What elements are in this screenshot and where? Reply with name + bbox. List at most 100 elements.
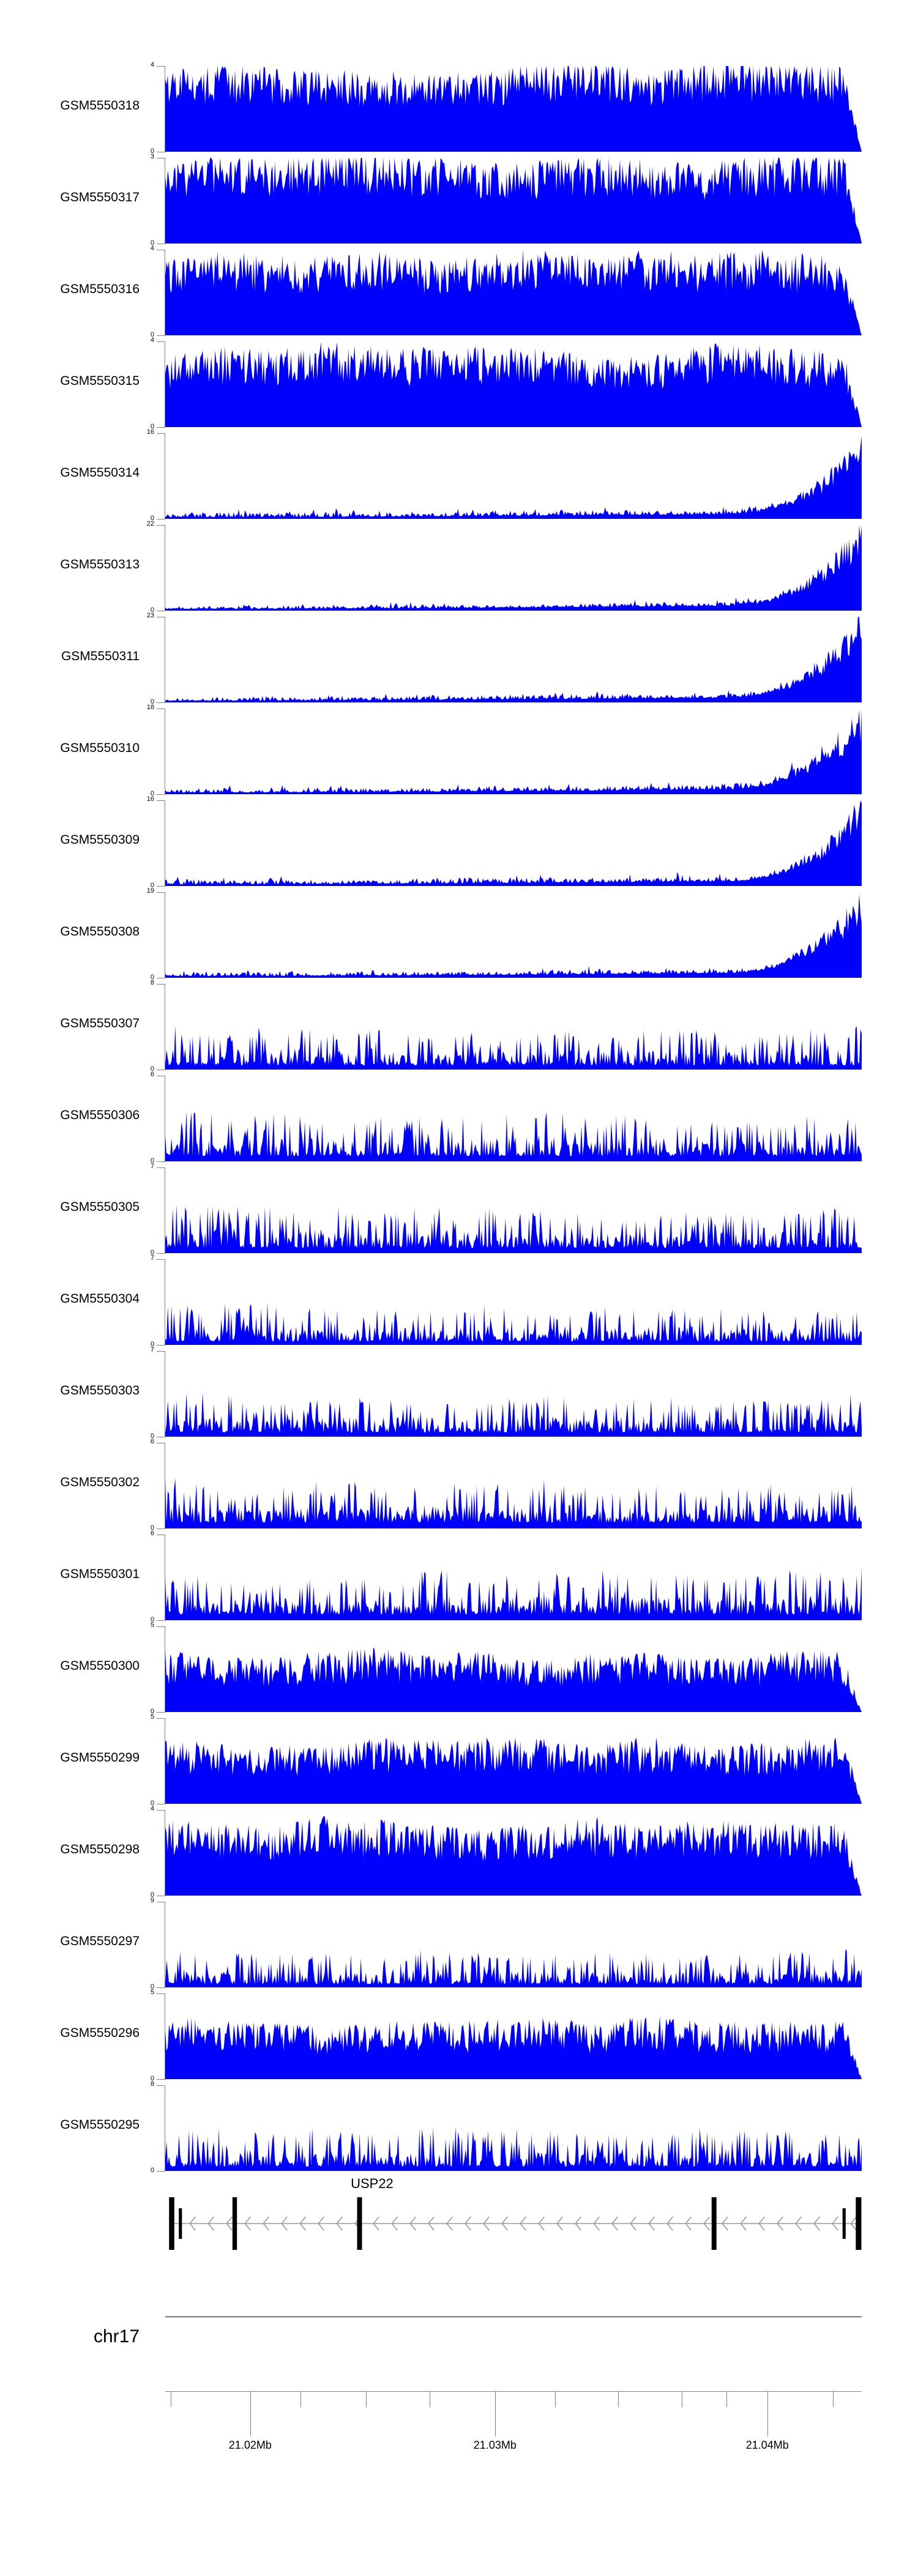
- y-axis-max-label: 7: [150, 1254, 154, 1262]
- coverage-area-svg: [165, 436, 862, 519]
- coverage-plot-area: [165, 525, 862, 611]
- coverage-track-gsm5550295: GSM5550295 8 0: [0, 2079, 918, 2174]
- coverage-plot-area: [165, 1351, 862, 1437]
- y-axis-min-label: 0: [150, 973, 154, 981]
- exon-block[interactable]: [842, 2208, 846, 2239]
- coverage-area: [165, 800, 862, 886]
- y-axis-tick-min: [157, 794, 165, 795]
- y-axis-tick-min: [157, 2079, 165, 2080]
- strand-arrow-icon: [520, 2216, 526, 2231]
- coverage-track-gsm5550311: GSM5550311 23 0: [0, 611, 918, 705]
- y-axis-tick-min: [157, 1987, 165, 1988]
- y-axis-min-label: 0: [150, 423, 154, 430]
- track-label: GSM5550309: [60, 833, 140, 847]
- strand-arrow-icon: [777, 2216, 783, 2231]
- y-axis-max-label: 23: [146, 612, 154, 619]
- y-axis: 16 0: [144, 427, 165, 522]
- exon-block[interactable]: [357, 2197, 362, 2250]
- strand-arrow-icon: [740, 2216, 747, 2231]
- axis-tick-label: 21.04Mb: [745, 2439, 789, 2451]
- coverage-plot-area: [165, 433, 862, 519]
- y-axis-tick-min: [157, 702, 165, 703]
- axis-major-tick: [250, 2391, 251, 2436]
- coverage-area: [165, 341, 862, 427]
- y-axis-min-label: 0: [150, 331, 154, 338]
- y-axis-min-label: 0: [150, 239, 154, 247]
- coverage-area-svg: [165, 341, 862, 427]
- coverage-plot-area: [165, 1076, 862, 1161]
- y-axis-tick-max: [157, 1993, 165, 1994]
- exon-block[interactable]: [711, 2197, 717, 2250]
- strand-arrow-icon: [226, 2216, 233, 2231]
- y-axis-max-label: 4: [150, 245, 154, 252]
- y-axis-max-label: 6: [150, 1530, 154, 1537]
- track-label: GSM5550307: [60, 1016, 140, 1030]
- exon-block[interactable]: [179, 2208, 182, 2239]
- y-axis-tick-max: [157, 1259, 165, 1260]
- y-axis-tick-max: [157, 525, 165, 526]
- coverage-track-gsm5550307: GSM5550307 8 0: [0, 978, 918, 1073]
- strand-arrow-icon: [556, 2216, 563, 2231]
- y-axis: 23 0: [144, 611, 165, 705]
- strand-arrow-icon: [593, 2216, 600, 2231]
- coverage-area: [165, 1737, 862, 1804]
- y-axis-max-label: 4: [150, 1805, 154, 1812]
- axis-minor-tick: [832, 2391, 834, 2407]
- y-axis-tick-min: [157, 427, 165, 428]
- y-axis-min-label: 0: [150, 2167, 154, 2174]
- y-axis-max-label: 5: [150, 1621, 154, 1629]
- coverage-area: [165, 1647, 862, 1712]
- coverage-area-svg: [165, 1647, 862, 1712]
- strand-arrow-icon: [465, 2216, 471, 2231]
- coverage-area-svg: [165, 1737, 862, 1804]
- coverage-area-svg: [165, 1568, 862, 1620]
- coverage-plot-area: [165, 1810, 862, 1896]
- coverage-plot-area: [165, 892, 862, 978]
- coverage-plot-area: [165, 1167, 862, 1253]
- coverage-track-gsm5550300: GSM5550300 5 0: [0, 1620, 918, 1715]
- track-label: GSM5550297: [60, 1934, 140, 1948]
- strand-arrow-icon: [575, 2216, 581, 2231]
- axis-minor-tick: [618, 2391, 619, 2407]
- exon-block[interactable]: [232, 2197, 237, 2250]
- gene-name-label: USP22: [351, 2176, 394, 2191]
- track-label: GSM5550304: [60, 1292, 140, 1306]
- coverage-area-svg: [165, 250, 862, 335]
- axis-minor-tick: [554, 2391, 556, 2407]
- y-axis-tick-max: [157, 2085, 165, 2086]
- track-label: GSM5550308: [60, 925, 140, 939]
- coverage-track-gsm5550317: GSM5550317 3 0: [0, 152, 918, 247]
- y-axis-max-label: 16: [146, 795, 154, 803]
- y-axis-min-label: 0: [150, 1891, 154, 1899]
- track-label: GSM5550302: [60, 1475, 140, 1489]
- axis-minor-tick: [726, 2391, 727, 2407]
- coverage-area: [165, 1816, 862, 1896]
- y-axis-tick-min: [157, 1712, 165, 1713]
- strand-arrow-icon: [703, 2216, 710, 2231]
- track-label: GSM5550305: [60, 1200, 140, 1214]
- coverage-track-gsm5550305: GSM5550305 7 0: [0, 1161, 918, 1256]
- track-label: GSM5550318: [60, 99, 140, 113]
- track-label: GSM5550311: [61, 649, 140, 663]
- gene-model-svg: [169, 2197, 862, 2250]
- coverage-track-gsm5550302: GSM5550302 6 0: [0, 1437, 918, 1532]
- exon-block[interactable]: [169, 2197, 174, 2250]
- y-axis-min-label: 0: [150, 1065, 154, 1073]
- coverage-plot-area: [165, 158, 862, 244]
- axis-major-tick: [494, 2391, 496, 2436]
- y-axis-max-label: 5: [150, 1713, 154, 1721]
- y-axis: 16 0: [144, 794, 165, 889]
- coverage-area: [165, 2016, 862, 2079]
- genomic-coordinate-axis: 21.02Mb 21.03Mb 21.04Mb: [0, 2391, 918, 2489]
- coverage-area-svg: [165, 894, 862, 978]
- exon-block[interactable]: [856, 2197, 862, 2250]
